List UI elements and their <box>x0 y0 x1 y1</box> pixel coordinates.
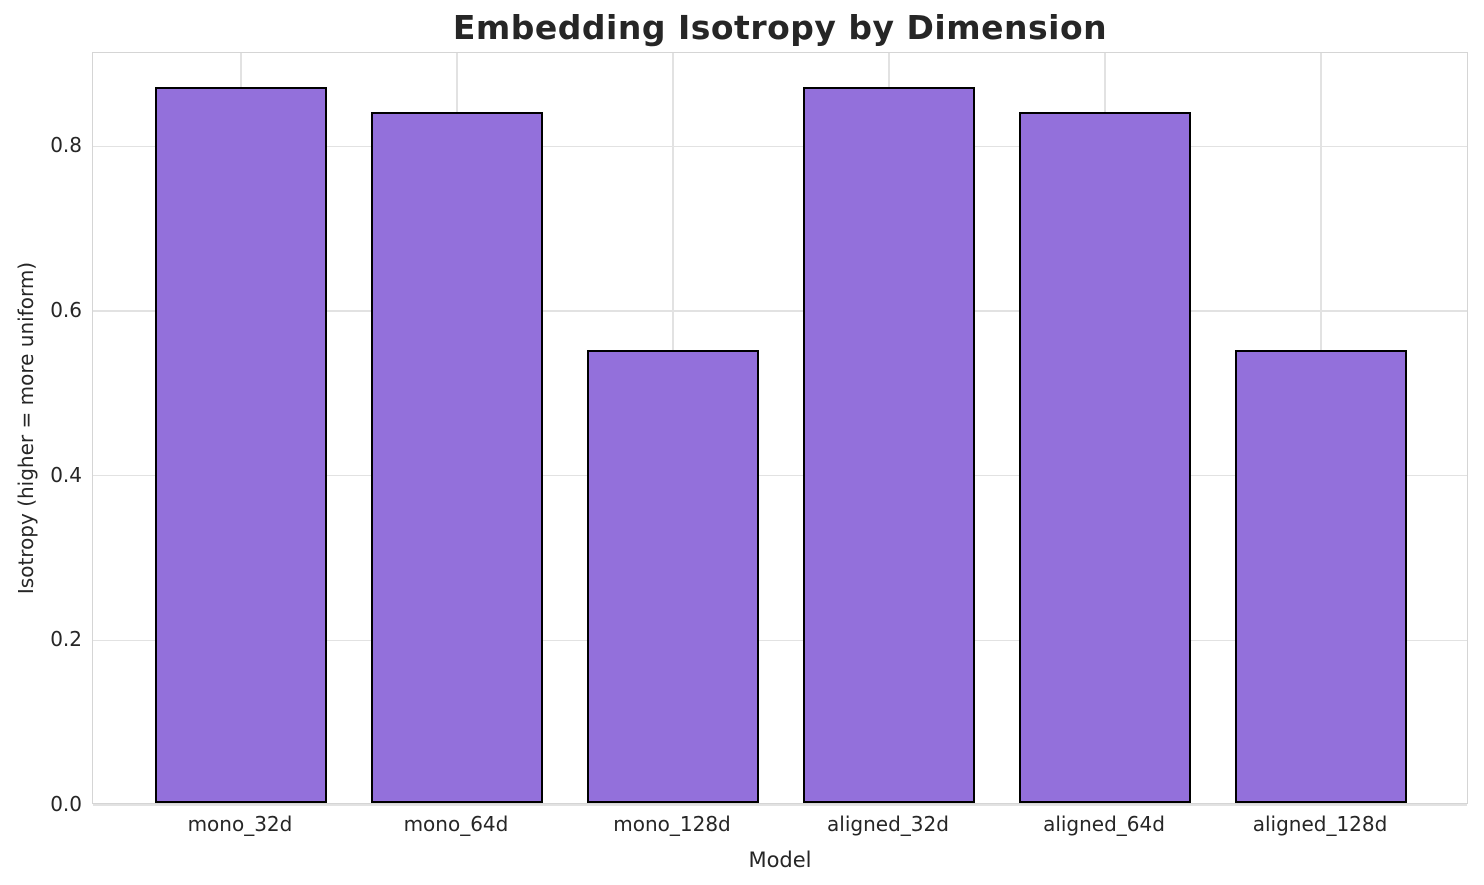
y-gridline <box>93 804 1467 806</box>
bar-aligned_64d <box>1018 111 1192 803</box>
x-axis-label: Model <box>748 848 812 872</box>
y-tick-label: 0.2 <box>50 627 82 652</box>
bar-aligned_32d <box>802 86 976 803</box>
y-tick-label: 0.4 <box>50 462 82 487</box>
x-tick-label-mono_32d: mono_32d <box>187 812 293 836</box>
y-gridline <box>93 310 1467 312</box>
bar-aligned_128d <box>1234 350 1408 803</box>
bar-mono_128d <box>586 350 760 803</box>
x-tick-label-aligned_32d: aligned_32d <box>827 812 949 836</box>
x-tick-label-aligned_64d: aligned_64d <box>1043 812 1165 836</box>
y-tick-label: 0.0 <box>50 792 82 816</box>
bar-mono_64d <box>370 111 544 803</box>
y-gridline <box>93 145 1467 148</box>
bar-mono_32d <box>154 86 328 803</box>
y-gridline <box>93 639 1467 642</box>
y-gridline <box>93 474 1467 477</box>
y-tick-label: 0.8 <box>50 133 82 158</box>
x-tick-label-mono_64d: mono_64d <box>403 812 509 836</box>
y-tick-label: 0.6 <box>50 298 82 323</box>
x-tick-label-mono_128d: mono_128d <box>613 812 731 836</box>
x-tick-label-aligned_128d: aligned_128d <box>1252 812 1388 836</box>
chart-title: Embedding Isotropy by Dimension <box>452 8 1108 47</box>
plot-area <box>92 52 1468 806</box>
